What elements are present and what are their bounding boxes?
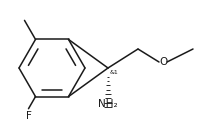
Text: O: O — [159, 57, 167, 67]
Text: NH₂: NH₂ — [98, 99, 118, 109]
Text: F: F — [26, 111, 31, 121]
Text: &1: &1 — [110, 70, 119, 75]
